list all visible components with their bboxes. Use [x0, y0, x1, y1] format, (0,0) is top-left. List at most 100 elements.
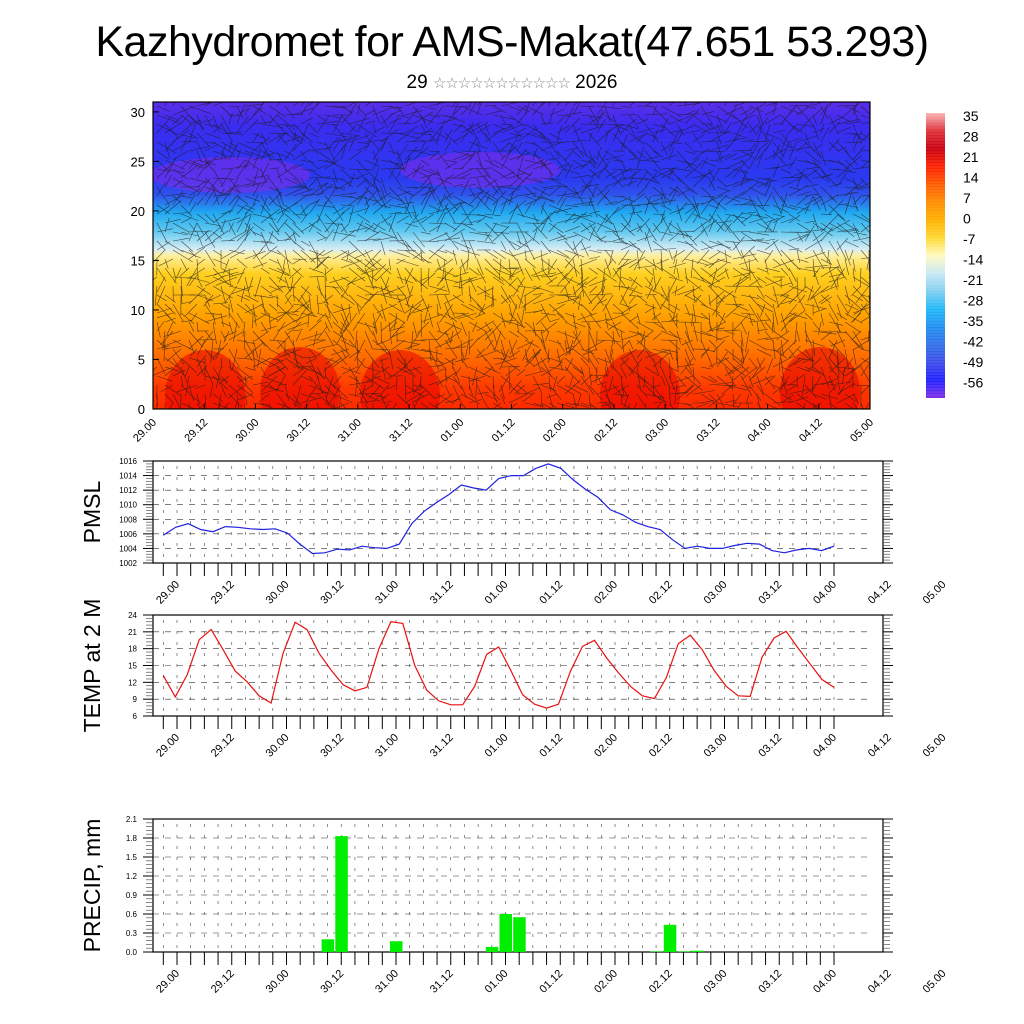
- wind-barb: [756, 328, 768, 332]
- wind-barb: [532, 186, 549, 196]
- wind-barb: [652, 168, 675, 181]
- wind-barb: [196, 393, 200, 405]
- wind-barb: [396, 215, 410, 224]
- wind-barb: [460, 348, 465, 361]
- wind-barb: [556, 163, 567, 170]
- wind-barb: [396, 276, 414, 284]
- x-tick-label: 01.00: [483, 968, 511, 996]
- wind-barb: [772, 285, 780, 308]
- wind-barb: [620, 195, 634, 202]
- wind-barb: [548, 141, 560, 158]
- precip-bar: [691, 950, 704, 952]
- wind-barb: [164, 114, 180, 122]
- wind-barb: [601, 267, 606, 291]
- wind-barb: [716, 290, 734, 305]
- wind-barb: [540, 122, 554, 125]
- wind-barb: [436, 193, 446, 215]
- wind-barb: [460, 303, 474, 311]
- wind-barb: [332, 115, 343, 134]
- wind-barb: [636, 249, 640, 270]
- wind-barb: [228, 222, 236, 236]
- wind-barb: [436, 150, 450, 168]
- wind-barb: [636, 384, 648, 398]
- wind-barb: [156, 402, 158, 409]
- wind-barb: [356, 159, 366, 170]
- wind-barb: [340, 132, 360, 137]
- wind-barb: [380, 303, 387, 322]
- wind-barb: [412, 186, 433, 189]
- wind-barb: [780, 312, 788, 333]
- wind-barb: [712, 294, 726, 316]
- wind-barb: [452, 168, 473, 179]
- wind-barb: [532, 293, 544, 296]
- wind-barb: [224, 285, 238, 304]
- wind-barb: [604, 206, 620, 224]
- wind-barb: [389, 321, 398, 330]
- wind-barb: [316, 393, 336, 409]
- wind-barb: [292, 177, 309, 190]
- wind-barb: [660, 123, 676, 137]
- wind-barb: [310, 249, 326, 263]
- wind-barb: [660, 231, 673, 236]
- wind-barb: [324, 312, 333, 329]
- wind-barb: [212, 122, 224, 134]
- wind-barb: [852, 195, 859, 212]
- wind-barb: [756, 375, 764, 395]
- wind-barb: [772, 356, 794, 368]
- wind-barb: [475, 375, 478, 398]
- wind-barb: [436, 118, 456, 125]
- wind-barb: [788, 285, 808, 293]
- wind-barb: [230, 249, 246, 259]
- wind-barb: [636, 186, 648, 197]
- wind-barb: [268, 213, 280, 233]
- wind-barb: [204, 366, 214, 385]
- wind-barb: [204, 132, 222, 139]
- wind-barb: [812, 141, 822, 159]
- y-tick-label: 20: [131, 204, 145, 219]
- wind-barb: [329, 276, 350, 284]
- wind-barb: [700, 111, 714, 116]
- wind-barb: [788, 172, 803, 179]
- wind-barb: [628, 330, 649, 338]
- wind-barb: [268, 267, 290, 276]
- wind-barb: [660, 114, 671, 125]
- wind-barb: [372, 141, 380, 151]
- wind-barb: [756, 153, 763, 170]
- wind-barb: [332, 138, 341, 152]
- wind-barb: [172, 168, 188, 179]
- wind-barb: [396, 144, 408, 161]
- wind-barb: [684, 294, 698, 302]
- wind-barb: [783, 303, 798, 322]
- wind-barb: [404, 186, 418, 189]
- wind-barb: [628, 276, 643, 288]
- wind-barb: [532, 253, 548, 260]
- wind-barb: [236, 357, 253, 360]
- y-tick-label: 1016: [119, 457, 137, 466]
- wind-barb: [380, 204, 391, 209]
- wind-barb: [260, 197, 268, 215]
- wind-barb: [476, 177, 484, 195]
- wind-barb: [674, 384, 678, 404]
- wind-barb: [444, 321, 462, 330]
- wind-barb: [308, 123, 318, 133]
- wind-barb: [812, 213, 819, 230]
- wind-barb: [340, 181, 351, 188]
- wind-barb: [428, 368, 445, 377]
- wind-barb: [620, 294, 631, 312]
- wind-barb: [740, 321, 747, 335]
- wind-barb: [388, 105, 402, 112]
- wind-barb: [704, 258, 726, 267]
- wind-barb: [404, 194, 413, 215]
- wind-barb: [852, 348, 857, 366]
- wind-barb: [220, 240, 235, 242]
- wind-barb: [468, 285, 472, 303]
- wind-barb: [468, 167, 493, 170]
- wind-barb: [157, 312, 174, 319]
- wind-barb: [748, 105, 763, 112]
- wind-barb: [540, 402, 554, 409]
- wind-barb: [668, 339, 681, 350]
- wind-barb: [204, 141, 216, 144]
- wind-barb: [340, 303, 350, 327]
- wind-barb: [748, 177, 771, 187]
